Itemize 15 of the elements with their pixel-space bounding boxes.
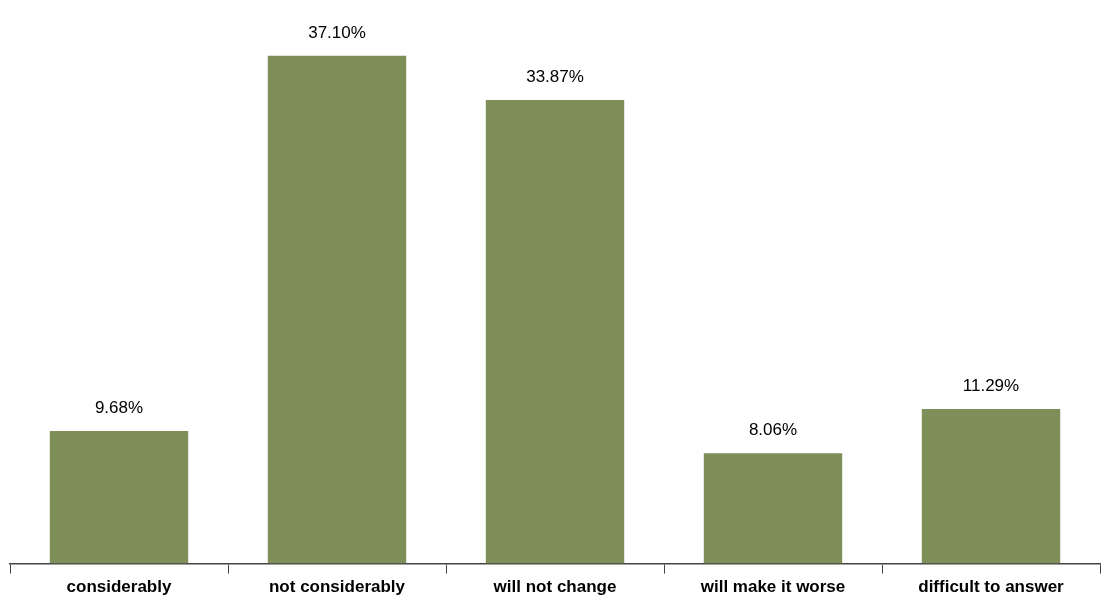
bar [49, 431, 189, 564]
x-tick-label: will not change [492, 577, 617, 597]
data-label: 8.06% [748, 420, 798, 440]
x-tick-label: considerably [66, 577, 172, 597]
x-tick-label: not considerably [268, 577, 406, 597]
data-label: 37.10% [308, 22, 366, 42]
x-tick-label: difficult to answer [918, 577, 1065, 597]
data-label: 9.68% [94, 398, 144, 418]
bar [921, 409, 1061, 564]
x-tick-label: will make it worse [699, 577, 846, 597]
bar [267, 55, 407, 564]
bar [703, 453, 843, 564]
bar [485, 99, 625, 564]
data-label: 33.87% [526, 67, 584, 87]
data-label: 11.29% [962, 376, 1020, 396]
